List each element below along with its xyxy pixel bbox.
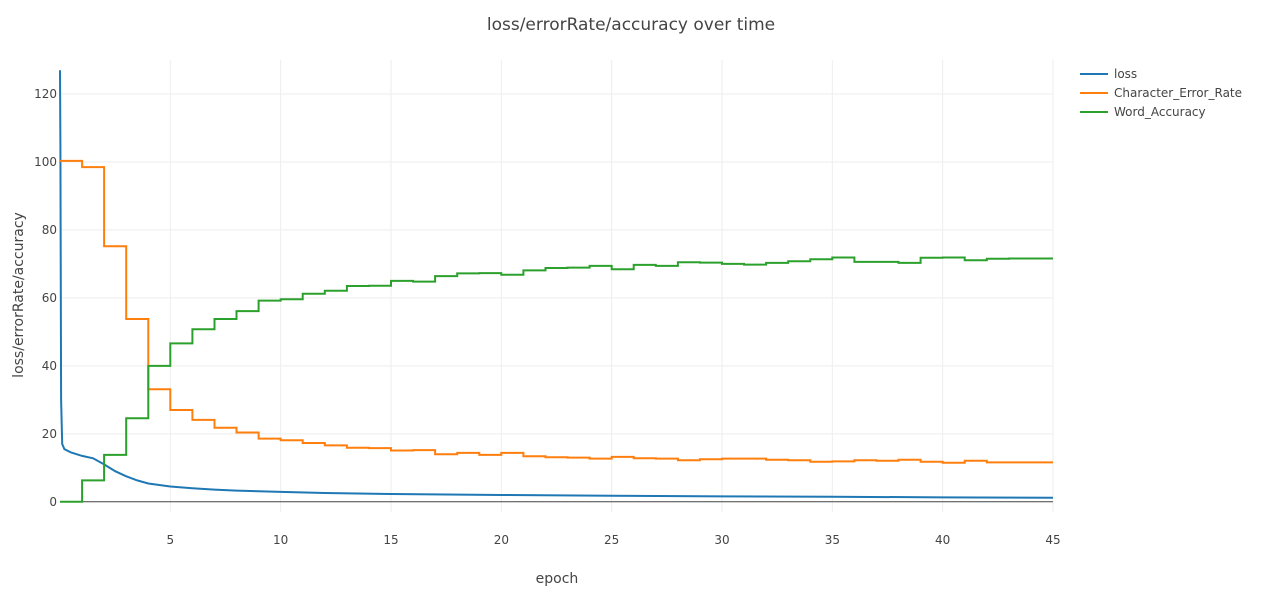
x-tick-label: 35 — [825, 533, 840, 547]
y-axis: 0 20 40 60 80 100 120 — [34, 87, 57, 509]
chart-title: loss/errorRate/accuracy over time — [487, 15, 775, 35]
y-tick-label: 100 — [34, 155, 57, 169]
legend: loss Character_Error_Rate Word_Accuracy — [1080, 67, 1242, 119]
legend-label: loss — [1114, 67, 1137, 81]
grid — [60, 60, 1054, 512]
y-tick-label: 120 — [34, 87, 57, 101]
x-tick-label: 25 — [604, 533, 619, 547]
x-tick-label: 20 — [494, 533, 509, 547]
x-tick-label: 40 — [935, 533, 950, 547]
y-tick-label: 60 — [42, 291, 57, 305]
plot-area — [59, 70, 1054, 503]
x-tick-label: 15 — [383, 533, 398, 547]
y-axis-title: loss/errorRate/accuracy — [11, 212, 27, 378]
y-tick-label: 40 — [42, 359, 57, 373]
series-line-word-accuracy — [60, 256, 1053, 503]
x-tick-label: 10 — [273, 533, 288, 547]
legend-label: Character_Error_Rate — [1114, 86, 1242, 100]
series-line-loss — [59, 70, 1054, 499]
x-tick-label: 5 — [167, 533, 175, 547]
x-tick-label: 30 — [714, 533, 729, 547]
legend-label: Word_Accuracy — [1114, 105, 1206, 119]
series-line-character-error-rate — [60, 159, 1053, 464]
x-axis: 5 10 15 20 25 30 35 40 45 — [167, 533, 1061, 547]
y-tick-label: 80 — [42, 223, 57, 237]
x-tick-label: 45 — [1045, 533, 1060, 547]
x-axis-title: epoch — [536, 571, 579, 587]
y-tick-label: 0 — [49, 495, 57, 509]
y-tick-label: 20 — [42, 427, 57, 441]
